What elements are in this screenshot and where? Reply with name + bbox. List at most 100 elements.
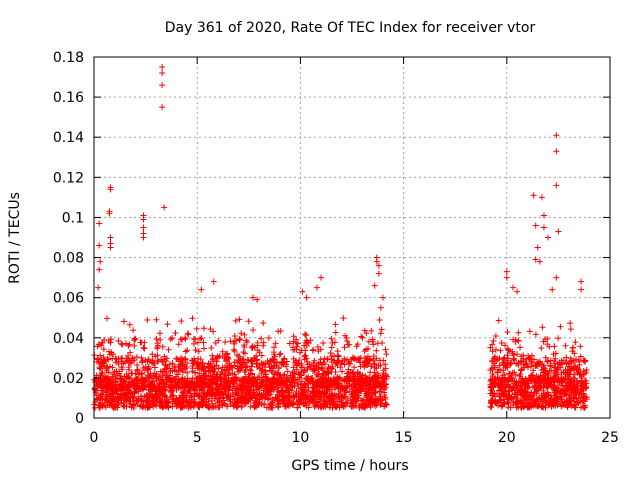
data-point <box>512 338 519 345</box>
data-point <box>500 383 507 390</box>
data-point <box>167 394 174 401</box>
data-points <box>91 64 590 411</box>
data-point <box>169 360 176 367</box>
data-point <box>357 377 364 384</box>
data-point <box>324 394 331 401</box>
data-point <box>303 355 310 362</box>
data-point <box>573 395 580 402</box>
data-point <box>99 396 106 403</box>
data-point <box>141 339 148 346</box>
data-point <box>506 347 513 354</box>
data-point <box>230 402 237 409</box>
data-point <box>564 401 571 408</box>
data-point <box>254 395 261 402</box>
data-point <box>242 364 249 371</box>
data-point <box>249 294 256 301</box>
data-point <box>553 148 560 155</box>
data-point <box>102 404 109 411</box>
data-point <box>229 399 236 406</box>
data-point <box>268 363 275 370</box>
data-point <box>371 360 378 367</box>
data-point <box>299 288 306 295</box>
data-point <box>566 360 573 367</box>
data-point <box>576 358 583 365</box>
data-point <box>245 371 252 378</box>
data-point <box>236 335 243 342</box>
data-point <box>126 321 133 328</box>
data-point <box>504 329 511 336</box>
data-point <box>333 403 340 410</box>
data-point <box>178 376 185 383</box>
data-point <box>106 348 113 355</box>
data-point <box>531 375 538 382</box>
data-point <box>192 390 199 397</box>
data-point <box>92 399 99 406</box>
data-point <box>116 383 123 390</box>
data-point <box>101 400 108 407</box>
data-point <box>294 381 301 388</box>
data-point <box>107 186 114 193</box>
data-point <box>545 394 552 401</box>
data-point <box>538 395 545 402</box>
data-point <box>184 330 191 337</box>
data-point <box>94 356 101 363</box>
data-point <box>96 220 103 227</box>
data-point <box>325 370 332 377</box>
data-point <box>314 376 321 383</box>
data-point <box>149 351 156 358</box>
data-point <box>261 401 268 408</box>
data-point <box>200 339 207 346</box>
data-point <box>512 393 519 400</box>
data-point <box>272 353 279 360</box>
data-point <box>342 388 349 395</box>
data-point <box>373 347 380 354</box>
x-tick-label: 25 <box>601 430 619 446</box>
data-point <box>196 402 203 409</box>
data-point <box>263 392 270 399</box>
data-point <box>528 372 535 379</box>
data-point <box>230 383 237 390</box>
axis-ticks: 0 0.02 0.04 0.06 0.08 0.1 0.12 0.14 0.16 0.18 0 5 10… <box>53 50 619 446</box>
data-point <box>580 395 587 402</box>
data-point <box>226 367 233 374</box>
data-point <box>565 373 572 380</box>
data-point <box>285 386 292 393</box>
data-point <box>513 378 520 385</box>
data-point <box>117 381 124 388</box>
data-point <box>181 375 188 382</box>
data-point <box>499 374 506 381</box>
data-point <box>557 395 564 402</box>
data-point <box>103 384 110 391</box>
data-point <box>277 327 284 334</box>
data-point <box>219 353 226 360</box>
data-point <box>118 391 125 398</box>
data-point <box>498 339 505 346</box>
data-point <box>204 391 211 398</box>
data-point <box>543 383 550 390</box>
data-point <box>368 387 375 394</box>
data-point <box>218 375 225 382</box>
data-point <box>114 387 121 394</box>
data-point <box>548 367 555 374</box>
data-point <box>157 336 164 343</box>
data-point <box>377 400 384 407</box>
data-point <box>195 348 202 355</box>
data-point <box>296 374 303 381</box>
data-point <box>318 274 325 281</box>
data-point <box>351 364 358 371</box>
data-point <box>152 388 159 395</box>
data-point <box>185 387 192 394</box>
data-point <box>263 382 270 389</box>
data-point <box>532 361 539 368</box>
data-point <box>320 401 327 408</box>
data-point <box>263 377 270 384</box>
data-point <box>222 378 229 385</box>
data-point <box>285 397 292 404</box>
data-point <box>313 391 320 398</box>
data-point <box>165 346 172 353</box>
data-point <box>496 396 503 403</box>
data-point <box>196 370 203 377</box>
y-tick-label: 0.1 <box>62 210 84 226</box>
data-point <box>366 394 373 401</box>
data-point <box>332 369 339 376</box>
